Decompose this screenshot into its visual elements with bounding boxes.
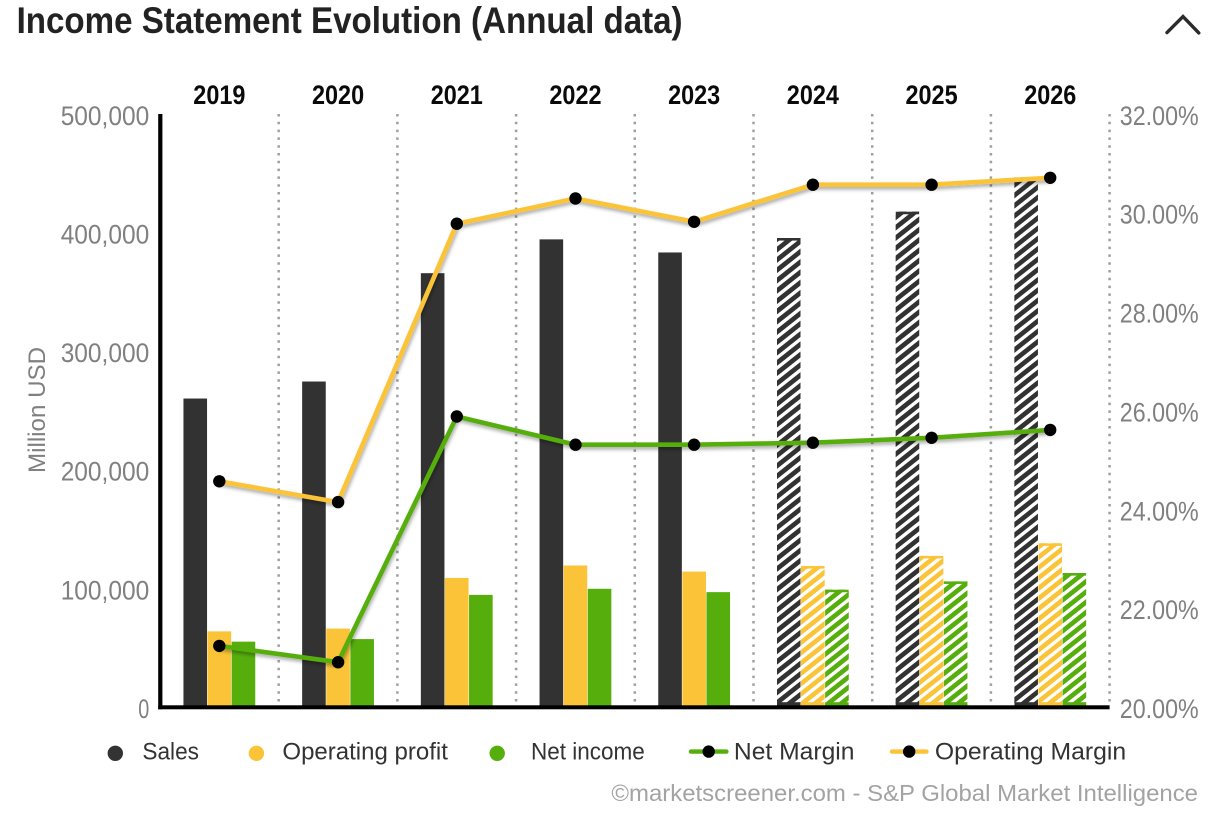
svg-text:28.00%: 28.00%	[1120, 299, 1199, 329]
svg-text:300,000: 300,000	[61, 338, 150, 368]
svg-text:Million USD: Million USD	[24, 347, 51, 473]
svg-text:200,000: 200,000	[61, 457, 150, 487]
svg-text:©marketscreener.com - S&P Glob: ©marketscreener.com - S&P Global Market …	[611, 780, 1198, 806]
svg-text:2020: 2020	[312, 80, 364, 110]
svg-text:Net Margin: Net Margin	[734, 739, 855, 766]
svg-text:0: 0	[138, 694, 149, 724]
svg-text:2022: 2022	[549, 80, 601, 110]
svg-text:Income Statement Evolution (An: Income Statement Evolution (Annual data)	[17, 0, 683, 41]
svg-text:2023: 2023	[668, 80, 720, 110]
svg-text:26.00%: 26.00%	[1120, 397, 1199, 427]
svg-text:24.00%: 24.00%	[1120, 496, 1199, 526]
svg-text:2021: 2021	[431, 80, 483, 110]
svg-text:500,000: 500,000	[61, 101, 150, 131]
svg-text:32.00%: 32.00%	[1120, 101, 1199, 131]
svg-text:20.00%: 20.00%	[1120, 694, 1199, 724]
svg-text:2026: 2026	[1024, 80, 1076, 110]
svg-text:2025: 2025	[906, 80, 958, 110]
svg-text:2019: 2019	[193, 80, 245, 110]
svg-text:2024: 2024	[787, 80, 839, 110]
svg-text:Operating Margin: Operating Margin	[935, 739, 1126, 766]
svg-text:22.00%: 22.00%	[1120, 595, 1199, 625]
svg-text:400,000: 400,000	[61, 219, 150, 249]
svg-text:100,000: 100,000	[61, 575, 150, 605]
svg-text:Net income: Net income	[531, 739, 645, 766]
svg-text:Operating profit: Operating profit	[282, 739, 448, 766]
svg-text:Sales: Sales	[142, 739, 199, 766]
svg-text:30.00%: 30.00%	[1120, 200, 1199, 230]
